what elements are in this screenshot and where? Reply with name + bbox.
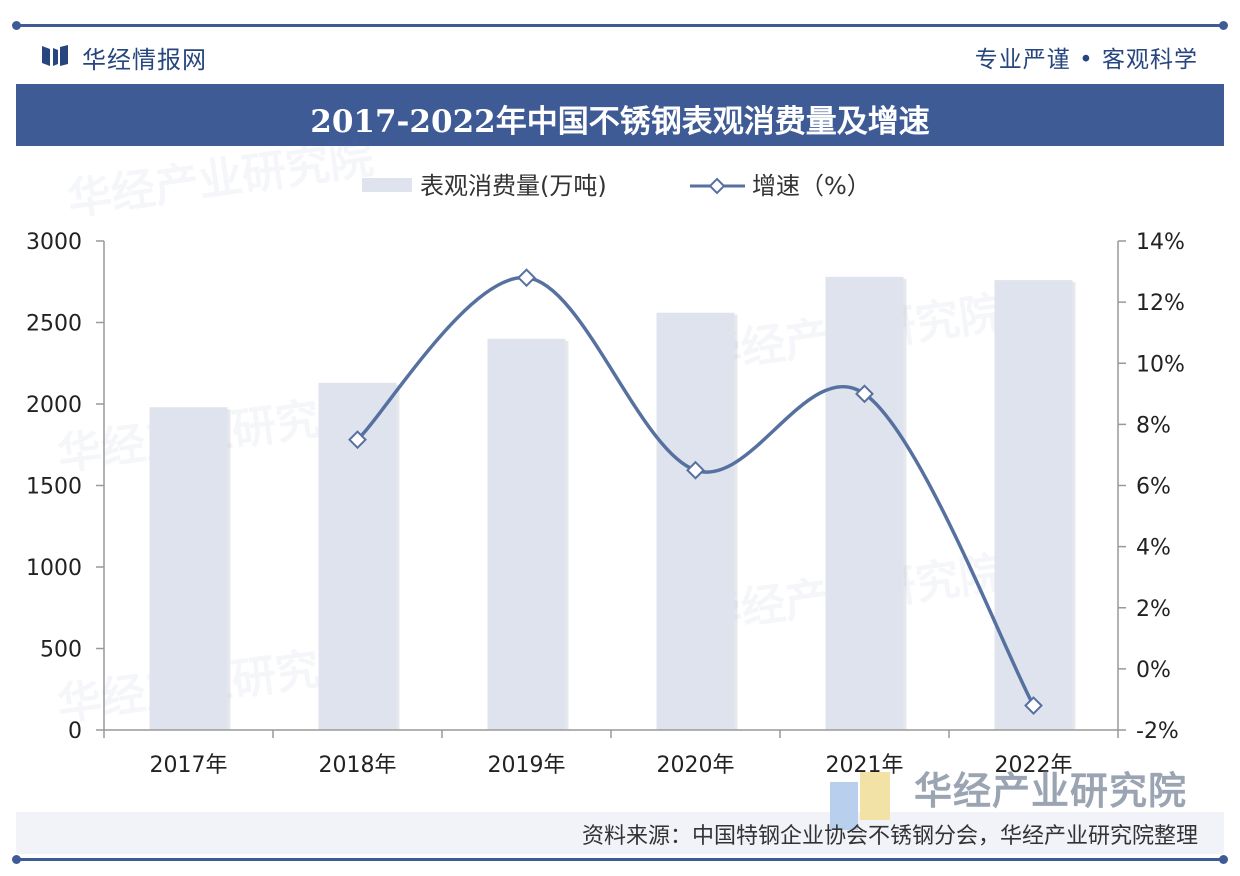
bar [656,312,735,730]
y-left-tick-label: 1000 [26,556,82,581]
bottom-border-line [12,855,1228,864]
top-border-line [12,21,1228,30]
x-tick-label: 2018年 [319,753,397,778]
legend-bar-label: 表观消费量(万吨) [420,172,607,200]
logo-text: 华经情报网 [82,46,207,74]
x-tick-label: 2022年 [995,753,1073,778]
y-right-tick-label: 12% [1136,291,1185,316]
bar [994,280,1073,730]
logo-icon [42,45,68,66]
y-right-tick-label: 4% [1136,536,1171,561]
legend-bar-swatch [362,178,412,192]
bar [825,276,904,730]
axes-group: 2017年 2018年 2019年 2020年 2021年 2022年0500100015… [26,230,1185,778]
watermark-text: 华经产业研究院 [64,133,376,226]
source-bar [16,812,1224,854]
brand-name: 华经产业研究院 [914,769,1188,813]
legend-line-marker [708,177,726,195]
x-tick-label: 2019年 [488,753,566,778]
y-left-tick-label: 2500 [26,312,82,337]
growth-point-marker [348,430,367,450]
y-left-tick-label: 3000 [26,230,82,255]
brand-block: 华经产业研究院 [830,760,1210,830]
line-group [348,268,1043,715]
legend: 表观消费量(万吨) 增速（%） [362,172,871,200]
x-tick-label: 2017年 [150,753,228,778]
growth-point-marker [686,460,705,480]
bar [149,407,228,730]
y-right-tick-label: -2% [1136,719,1179,744]
y-right-tick-label: 8% [1136,413,1171,438]
growth-point-marker [1024,696,1043,715]
y-left-tick-label: 2000 [26,393,82,418]
bar [487,338,566,730]
y-right-tick-label: 2% [1136,597,1171,622]
y-left-tick-label: 1500 [26,475,82,500]
slogan: 专业严谨 • 客观科学 [974,47,1198,73]
bars-group [149,276,1076,730]
source-note: 资料来源：中国特钢企业协会不锈钢分会，华经产业研究院整理 [581,824,1198,849]
header: 华经情报网 专业严谨 • 客观科学 [16,30,1224,80]
y-left-tick-label: 500 [40,638,82,663]
x-tick-label: 2020年 [657,753,735,778]
growth-point-marker [517,268,536,288]
y-right-tick-label: 0% [1136,658,1171,683]
legend-line-label: 增速（%） [752,172,871,200]
y-right-tick-label: 10% [1136,352,1185,377]
growth-point-marker [855,384,874,404]
y-right-tick-label: 6% [1136,475,1171,500]
brand-logo-icon [830,772,890,830]
title-bar: 2017-2022年中国不锈钢表观消费量及增速 [16,84,1224,146]
y-right-tick-label: 14% [1136,230,1185,255]
chart-title: 2017-2022年中国不锈钢表观消费量及增速 [310,104,930,140]
y-left-tick-label: 0 [68,719,82,744]
